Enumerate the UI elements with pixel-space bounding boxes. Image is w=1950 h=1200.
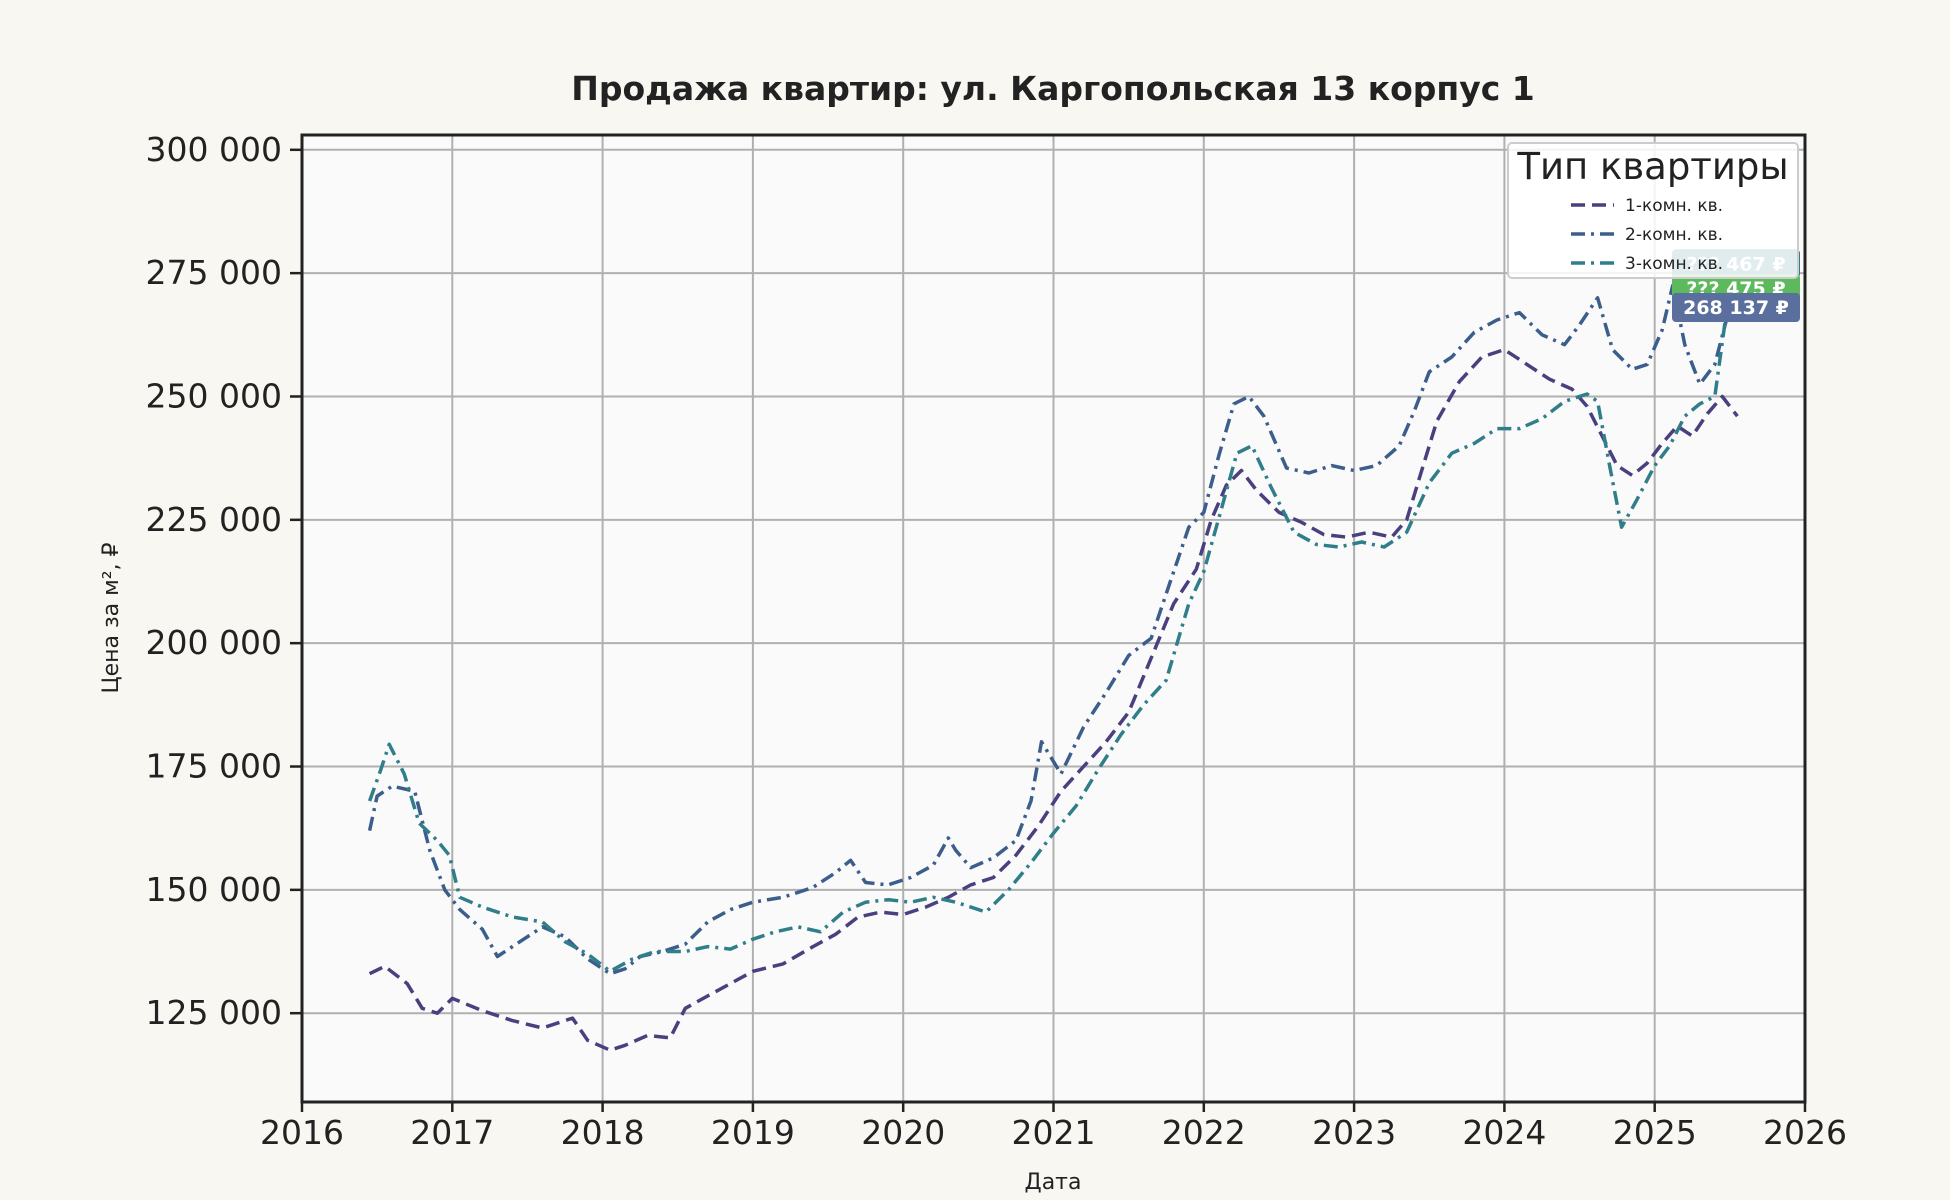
y-tick-label: 300 000 <box>146 130 282 169</box>
x-tick-label: 2021 <box>1012 1113 1096 1152</box>
price-tag-box <box>1672 293 1800 323</box>
y-tick-label: 150 000 <box>146 870 282 909</box>
y-tick-label: 275 000 <box>146 253 282 292</box>
legend-title: Тип квартиры <box>1516 145 1788 188</box>
legend-entry-2: 2-комн. кв. <box>1625 225 1723 245</box>
y-tick-label: 175 000 <box>146 747 282 786</box>
x-tick-label: 2017 <box>410 1113 494 1152</box>
y-tick-label: 125 000 <box>146 993 282 1032</box>
series-lines <box>367 283 1739 1052</box>
series-line-3 <box>367 287 1732 974</box>
series-line-2 <box>367 283 1732 976</box>
y-tick-label: 225 000 <box>146 500 282 539</box>
legend-entry-1: 1-комн. кв. <box>1625 196 1723 216</box>
y-axis-title: Цена за м², ₽ <box>99 542 124 693</box>
x-tick-label: 2016 <box>260 1113 344 1152</box>
x-tick-label: 2018 <box>561 1113 645 1152</box>
x-tick-label: 2023 <box>1312 1113 1396 1152</box>
x-tick-label: 2019 <box>711 1113 795 1152</box>
legend-entry-3: 3-комн. кв. <box>1625 254 1723 274</box>
x-axis-title: Дата <box>1025 1170 1082 1195</box>
chart-title: Продажа квартир: ул. Каргопольская 13 ко… <box>571 69 1534 108</box>
x-axis: 2016 2017 2018 2019 2020 2021 2022 2023 2024 2025… <box>260 1102 1847 1152</box>
price-tag-3: 268 137 ₽ <box>1672 293 1800 323</box>
x-tick-label: 2026 <box>1763 1113 1847 1152</box>
y-tick-label: 200 000 <box>146 623 282 662</box>
price-tag-label: 268 137 ₽ <box>1683 297 1789 319</box>
legend-box <box>1507 142 1799 279</box>
x-tick-label: 2025 <box>1613 1113 1697 1152</box>
x-tick-label: 2020 <box>861 1113 945 1152</box>
y-tick-label: 250 000 <box>146 376 282 415</box>
x-tick-label: 2024 <box>1462 1113 1546 1152</box>
x-tick-label: 2022 <box>1162 1113 1246 1152</box>
y-axis: 125 000 150 000 175 000 200 000 225 000 250 0… <box>146 130 302 1032</box>
series-line-1 <box>368 347 1739 1052</box>
legend: Тип квартиры 1-комн. кв. 2-комн. кв. 3-ком… <box>1507 142 1799 279</box>
